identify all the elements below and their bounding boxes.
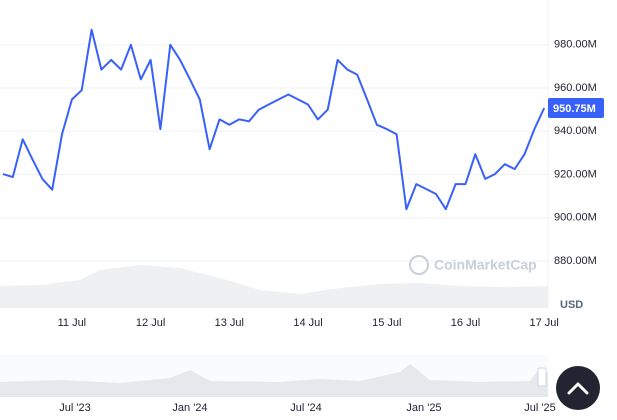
price-badge-label: 950.75M — [553, 103, 596, 115]
price-line — [2, 28, 546, 211]
navigator-handle[interactable] — [537, 367, 547, 387]
navigator-labels: Jul '23 Jan '24 Jul '24 Jan '25 Jul '25 — [59, 402, 555, 414]
y-unit: USD — [560, 299, 583, 311]
grid — [0, 44, 548, 262]
y-tick-label: 940.00M — [554, 125, 597, 137]
y-tick-label: 880.00M — [554, 255, 597, 267]
navigator-label: Jul '24 — [290, 402, 321, 414]
navigator-label: Jul '25 — [524, 402, 555, 414]
x-tick-label: 12 Jul — [136, 317, 165, 329]
y-tick-label: 900.00M — [554, 212, 597, 224]
navigator-label: Jul '23 — [59, 402, 90, 414]
scroll-top-button[interactable] — [556, 366, 600, 410]
volume-area — [0, 265, 548, 308]
x-tick-label: 15 Jul — [372, 317, 401, 329]
y-tick-label: 980.00M — [554, 39, 597, 51]
watermark: CoinMarketCap — [409, 255, 537, 275]
scroll-top-circle[interactable] — [556, 366, 600, 410]
x-tick-label: 17 Jul — [530, 317, 559, 329]
scroll-top-icon — [567, 382, 589, 395]
watermark-text: CoinMarketCap — [434, 257, 537, 273]
price-badge: 950.75M — [548, 98, 604, 119]
x-tick-label: 11 Jul — [58, 317, 87, 329]
watermark-logo — [409, 255, 429, 275]
navigator-label: Jan '25 — [406, 402, 441, 414]
y-tick-label: 960.00M — [554, 82, 597, 94]
navigator-label: Jan '24 — [172, 402, 207, 414]
y-tick-label: 920.00M — [554, 168, 597, 180]
x-tick-label: 16 Jul — [451, 317, 480, 329]
navigator-area — [0, 364, 548, 397]
x-tick-label: 14 Jul — [293, 317, 322, 329]
price-badge-bg — [548, 98, 604, 119]
x-tick-label: 13 Jul — [215, 317, 244, 329]
